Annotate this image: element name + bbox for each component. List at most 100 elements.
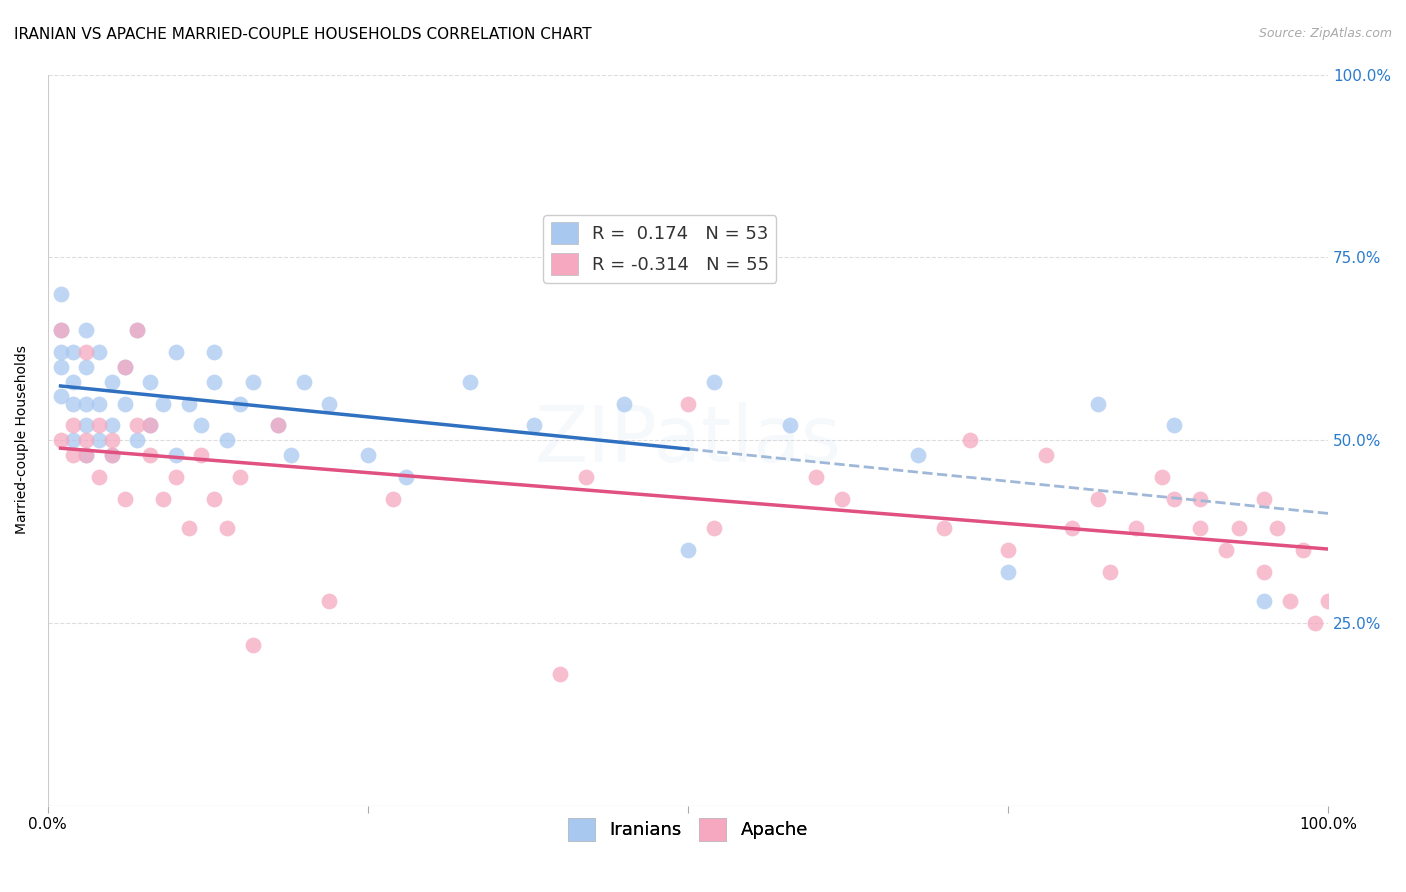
Point <box>997 542 1019 557</box>
Point <box>100 448 122 462</box>
Point <box>62 433 84 447</box>
Point <box>1163 491 1185 506</box>
Point <box>87 433 110 447</box>
Point <box>114 396 136 410</box>
Point <box>1253 565 1275 579</box>
Point <box>49 433 72 447</box>
Point <box>87 396 110 410</box>
Point <box>318 396 340 410</box>
Point <box>395 469 418 483</box>
Point <box>1087 491 1109 506</box>
Point <box>202 375 225 389</box>
Point <box>1227 521 1250 535</box>
Text: Source: ZipAtlas.com: Source: ZipAtlas.com <box>1258 27 1392 40</box>
Point <box>127 418 149 433</box>
Point <box>1253 594 1275 608</box>
Point <box>152 491 174 506</box>
Point <box>75 433 97 447</box>
Legend: Iranians, Apache: Iranians, Apache <box>561 811 815 847</box>
Point <box>127 433 149 447</box>
Point <box>127 323 149 337</box>
Point <box>1099 565 1122 579</box>
Point <box>242 638 264 652</box>
Point <box>75 448 97 462</box>
Point <box>804 469 827 483</box>
Point <box>215 521 238 535</box>
Point <box>1317 594 1340 608</box>
Point <box>1163 418 1185 433</box>
Point <box>62 345 84 359</box>
Text: IRANIAN VS APACHE MARRIED-COUPLE HOUSEHOLDS CORRELATION CHART: IRANIAN VS APACHE MARRIED-COUPLE HOUSEHO… <box>14 27 592 42</box>
Point <box>574 469 596 483</box>
Point <box>100 418 122 433</box>
Point <box>190 448 212 462</box>
Point <box>1150 469 1173 483</box>
Point <box>75 323 97 337</box>
Point <box>75 345 97 359</box>
Point <box>242 375 264 389</box>
Point <box>202 491 225 506</box>
Point <box>703 521 725 535</box>
Point <box>357 448 380 462</box>
Point <box>49 323 72 337</box>
Point <box>49 323 72 337</box>
Point <box>959 433 981 447</box>
Point <box>1278 594 1301 608</box>
Point <box>932 521 955 535</box>
Point <box>152 396 174 410</box>
Point <box>177 521 200 535</box>
Point <box>703 375 725 389</box>
Point <box>49 345 72 359</box>
Point <box>676 396 699 410</box>
Point <box>280 448 302 462</box>
Point <box>318 594 340 608</box>
Point <box>1265 521 1288 535</box>
Point <box>62 418 84 433</box>
Point <box>907 448 929 462</box>
Point <box>1035 448 1057 462</box>
Point <box>382 491 405 506</box>
Point <box>523 418 546 433</box>
Point <box>62 396 84 410</box>
Point <box>87 469 110 483</box>
Point <box>75 396 97 410</box>
Point <box>165 469 187 483</box>
Point <box>165 345 187 359</box>
Point <box>75 359 97 374</box>
Point <box>127 323 149 337</box>
Point <box>177 396 200 410</box>
Point <box>165 448 187 462</box>
Point <box>114 359 136 374</box>
Point <box>613 396 636 410</box>
Point <box>997 565 1019 579</box>
Point <box>831 491 853 506</box>
Point <box>49 389 72 403</box>
Point <box>62 375 84 389</box>
Point <box>100 375 122 389</box>
Point <box>267 418 290 433</box>
Point <box>202 345 225 359</box>
Point <box>62 448 84 462</box>
Point <box>100 433 122 447</box>
Y-axis label: Married-couple Households: Married-couple Households <box>15 345 30 534</box>
Point <box>49 286 72 301</box>
Point <box>1189 521 1212 535</box>
Point <box>292 375 315 389</box>
Point <box>1189 491 1212 506</box>
Point <box>1215 542 1237 557</box>
Text: ZIPatlas: ZIPatlas <box>534 402 841 478</box>
Point <box>139 375 162 389</box>
Point <box>139 418 162 433</box>
Point <box>49 359 72 374</box>
Point <box>229 396 252 410</box>
Point <box>267 418 290 433</box>
Point <box>458 375 481 389</box>
Point <box>139 418 162 433</box>
Point <box>1305 615 1327 630</box>
Point <box>548 667 571 681</box>
Point <box>1253 491 1275 506</box>
Point <box>114 491 136 506</box>
Point <box>676 542 699 557</box>
Point <box>779 418 801 433</box>
Point <box>1087 396 1109 410</box>
